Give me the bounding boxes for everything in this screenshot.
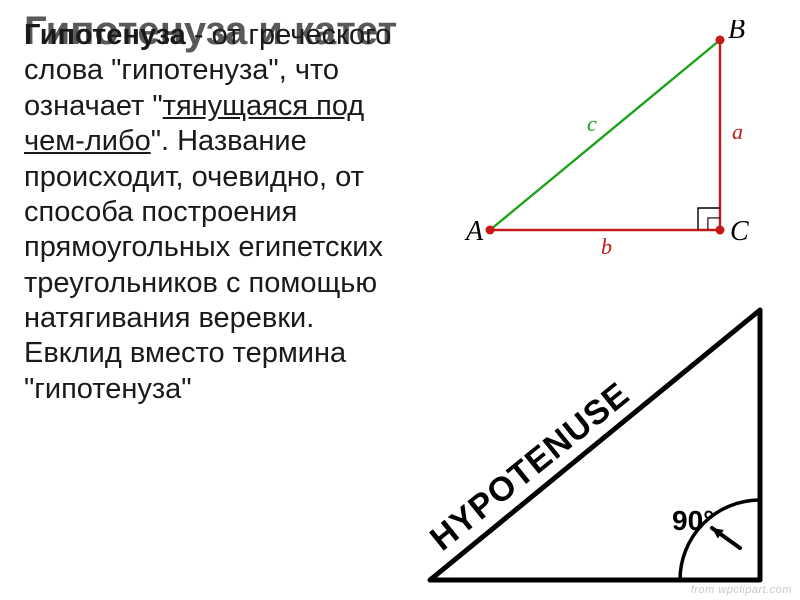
svg-text:90°: 90° [672, 505, 714, 536]
text-column: Гипотенуза и катет Гипотенуза - от грече… [0, 0, 400, 600]
triangle-diagram-labeled: A B Cc a b [460, 20, 780, 260]
body-post: ". Название происходит, очевидно, от спо… [24, 125, 383, 405]
svg-text:b: b [601, 234, 612, 259]
svg-text:C: C [730, 216, 749, 247]
svg-text:A: A [464, 216, 484, 247]
figure-column: A B Cc a b 90° HYPOTENUSE from wpclipart.com [400, 0, 800, 600]
svg-text:B: B [728, 20, 745, 45]
body-paragraph: Гипотенуза - от греческого слова "гипоте… [24, 18, 394, 407]
svg-text:a: a [732, 119, 743, 144]
svg-text:HYPOTENUSE: HYPOTENUSE [423, 375, 637, 558]
hypotenuse-illustration: 90° HYPOTENUSE [400, 280, 800, 590]
term-bold: Гипотенуза [24, 19, 186, 51]
image-attribution: from wpclipart.com [691, 584, 792, 596]
svg-text:c: c [587, 111, 597, 136]
